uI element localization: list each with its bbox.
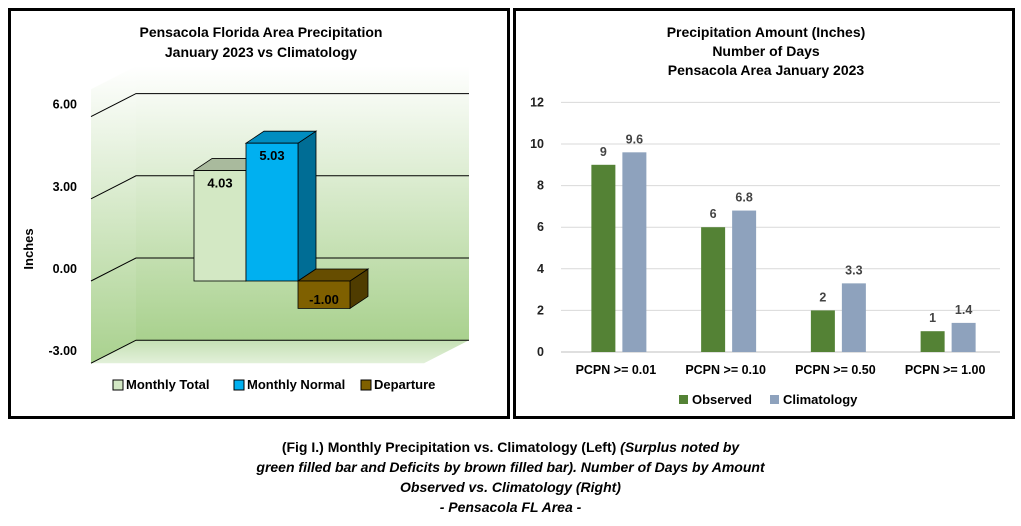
legend-label-observed: Observed [692, 392, 752, 407]
bar-departure-front [297, 280, 351, 309]
data-label: 5.03 [259, 148, 284, 163]
bar-monthly-normal-side [297, 130, 317, 282]
data-label: 2 [819, 290, 826, 304]
caption-line-3: Observed vs. Climatology (Right) [0, 477, 1021, 497]
gridline [90, 175, 469, 200]
y-tick-label: 8 [537, 179, 544, 193]
legend-swatch-monthly-total [112, 379, 124, 391]
legend-label-monthly-normal: Monthly Normal [247, 377, 345, 392]
caption-line-1-italic: (Surplus noted by [620, 439, 740, 455]
side-wall [91, 66, 136, 364]
legend-swatch-monthly-normal [233, 379, 245, 391]
bar-observed [701, 227, 726, 352]
bar-monthly-total-front [193, 170, 247, 282]
left-title-line-1: Pensacola Florida Area Precipitation [139, 24, 382, 40]
right-chart-panel: Precipitation Amount (Inches) Number of … [513, 8, 1015, 419]
left-chart-panel: Pensacola Florida Area Precipitation Jan… [8, 8, 510, 419]
figure-caption: (Fig I.) Monthly Precipitation vs. Clima… [0, 437, 1021, 517]
caption-line-3-text: Observed vs. Climatology (Right) [400, 479, 621, 495]
legend-swatch-observed [679, 395, 688, 404]
caption-line-2-text: green filled bar and Deficits by brown f… [256, 459, 765, 475]
bar-climatology [732, 210, 757, 352]
bar-observed [591, 164, 616, 352]
y-tick-label: 10 [530, 137, 544, 151]
bar-climatology [951, 322, 976, 352]
bar-climatology [841, 283, 866, 352]
left-title-line-2: January 2023 vs Climatology [165, 44, 357, 60]
right-chart-svg: Precipitation Amount (Inches) Number of … [530, 24, 1000, 407]
x-category-label: PCPN >= 0.50 [795, 363, 876, 377]
y-tick-label: 12 [530, 95, 544, 109]
right-title-line-1: Precipitation Amount (Inches) [667, 24, 866, 40]
data-label: 6.8 [735, 191, 752, 205]
gridline [90, 339, 469, 364]
data-label: 3.3 [845, 263, 862, 277]
data-label: 1.4 [955, 303, 972, 317]
bar-monthly-normal [244, 130, 318, 282]
legend-label-climatology: Climatology [783, 392, 858, 407]
y-tick-label: 6 [537, 220, 544, 234]
caption-line-4-text: - Pensacola FL Area - [439, 499, 582, 515]
left-y-axis-label: Inches [21, 228, 36, 269]
x-category-label: PCPN >= 0.01 [576, 363, 657, 377]
gridline [90, 257, 469, 282]
y-tick-label: 6.00 [53, 98, 77, 112]
bar-observed [810, 310, 835, 352]
bar-observed [920, 331, 945, 352]
legend-label-departure: Departure [374, 377, 435, 392]
bar-departure [296, 268, 370, 310]
left-plot-area: 6.00 3.00 0.00 -3.00 4.03 5.03 -1.00 [49, 66, 469, 364]
legend-swatch-climatology [770, 395, 779, 404]
y-tick-label: 2 [537, 303, 544, 317]
legend-swatch-departure [360, 379, 372, 391]
right-title-line-2: Number of Days [712, 43, 820, 59]
legend-label-monthly-total: Monthly Total [126, 377, 210, 392]
bar-monthly-normal-front [245, 142, 299, 282]
caption-line-4: - Pensacola FL Area - [0, 497, 1021, 517]
bar-climatology [622, 152, 647, 352]
data-label: 4.03 [207, 176, 232, 191]
y-tick-label: 4 [537, 262, 544, 276]
y-tick-label: 0 [537, 345, 544, 359]
data-label: 1 [929, 311, 936, 325]
right-legend: Observed Climatology [679, 392, 858, 407]
data-label: 9 [600, 145, 607, 159]
left-legend: Monthly Total Monthly Normal Departure [112, 377, 435, 392]
right-title-line-3: Pensacola Area January 2023 [668, 62, 865, 78]
caption-line-1: (Fig I.) Monthly Precipitation vs. Clima… [0, 437, 1021, 457]
data-label: 9.6 [626, 132, 643, 146]
caption-line-2: green filled bar and Deficits by brown f… [0, 457, 1021, 477]
x-category-label: PCPN >= 1.00 [905, 363, 986, 377]
caption-line-1-text: (Fig I.) Monthly Precipitation vs. Clima… [281, 439, 621, 455]
floor [91, 340, 469, 364]
y-tick-label: 0.00 [53, 262, 77, 276]
gridline [90, 93, 469, 118]
y-tick-label: -3.00 [49, 344, 78, 358]
y-tick-label: 3.00 [53, 180, 77, 194]
data-label: 6 [710, 207, 717, 221]
left-chart-svg: Pensacola Florida Area Precipitation Jan… [21, 24, 469, 392]
x-category-label: PCPN >= 0.10 [685, 363, 766, 377]
data-label: -1.00 [309, 292, 339, 307]
